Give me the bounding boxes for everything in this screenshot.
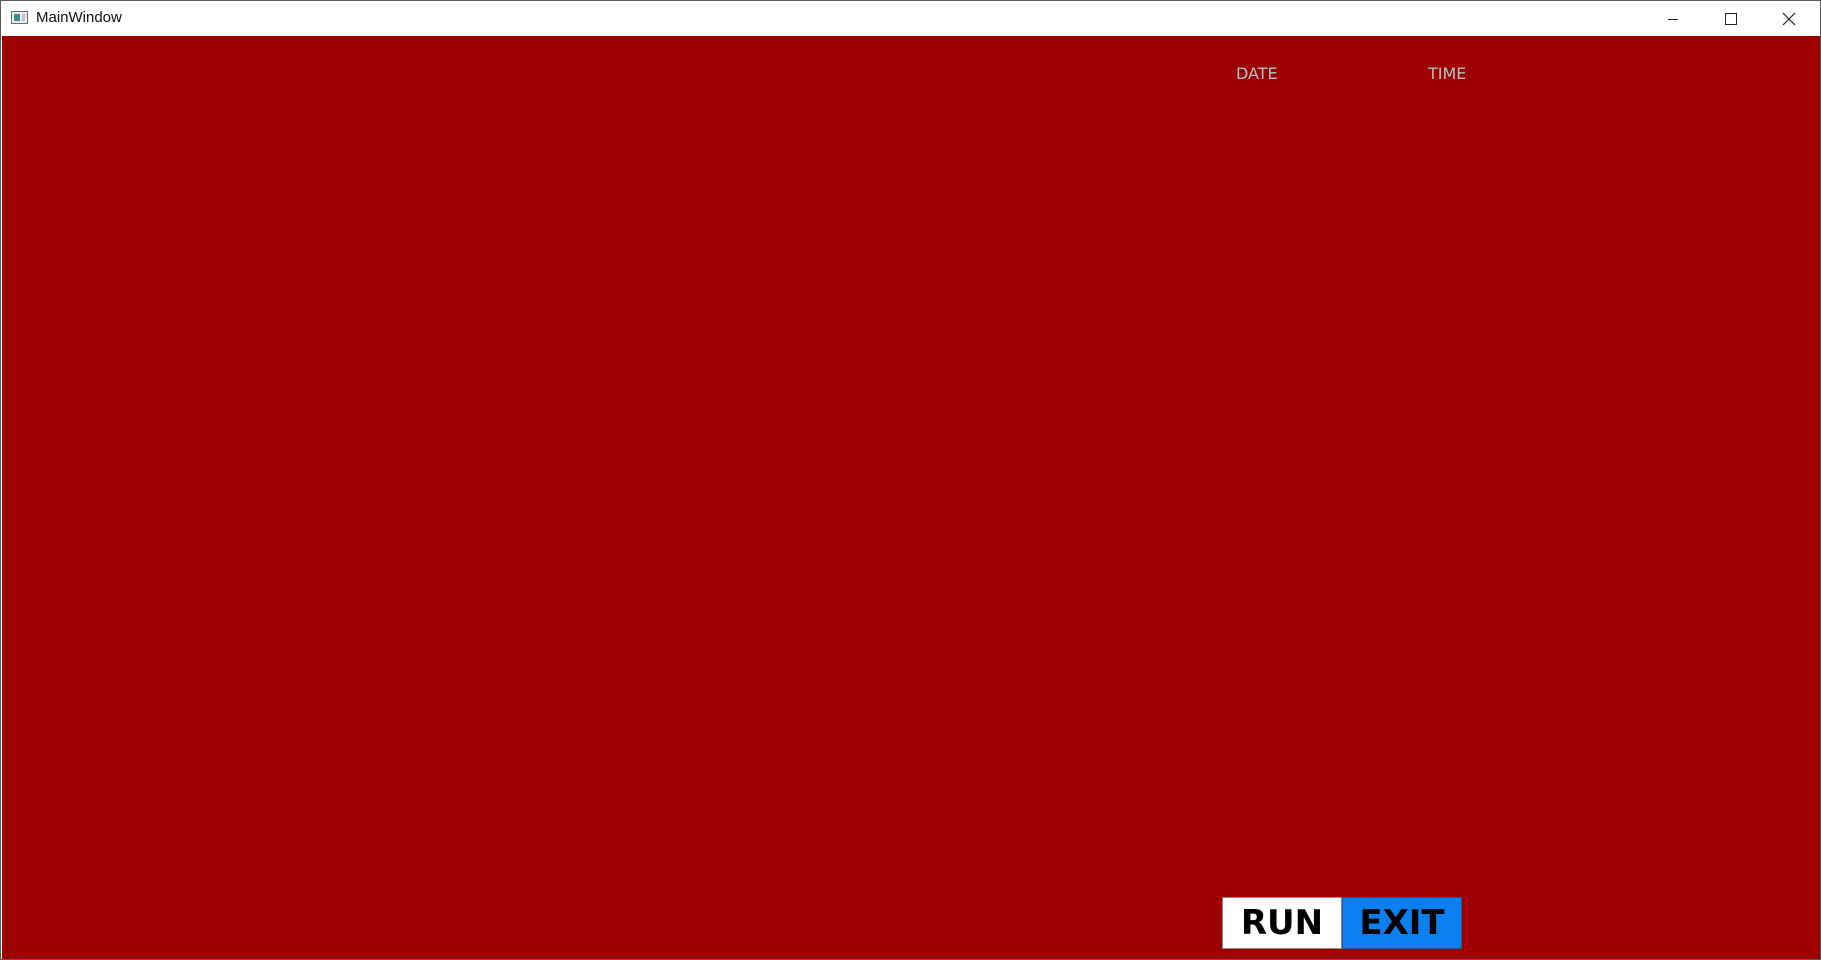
app-window-icon xyxy=(11,11,28,24)
run-button[interactable]: RUN xyxy=(1222,897,1342,949)
window-title: MainWindow xyxy=(36,9,122,26)
close-button[interactable] xyxy=(1760,1,1818,36)
exit-button[interactable]: EXIT xyxy=(1342,897,1462,949)
close-icon xyxy=(1782,12,1796,26)
maximize-icon xyxy=(1725,12,1737,25)
date-label: DATE xyxy=(1236,64,1278,83)
title-bar[interactable]: MainWindow xyxy=(1,1,1820,36)
time-label: TIME xyxy=(1428,64,1467,83)
maximize-button[interactable] xyxy=(1702,1,1760,36)
minimize-button[interactable] xyxy=(1644,1,1702,36)
main-content-area: DATE TIME RUN EXIT xyxy=(2,36,1820,959)
minimize-icon xyxy=(1667,13,1679,25)
